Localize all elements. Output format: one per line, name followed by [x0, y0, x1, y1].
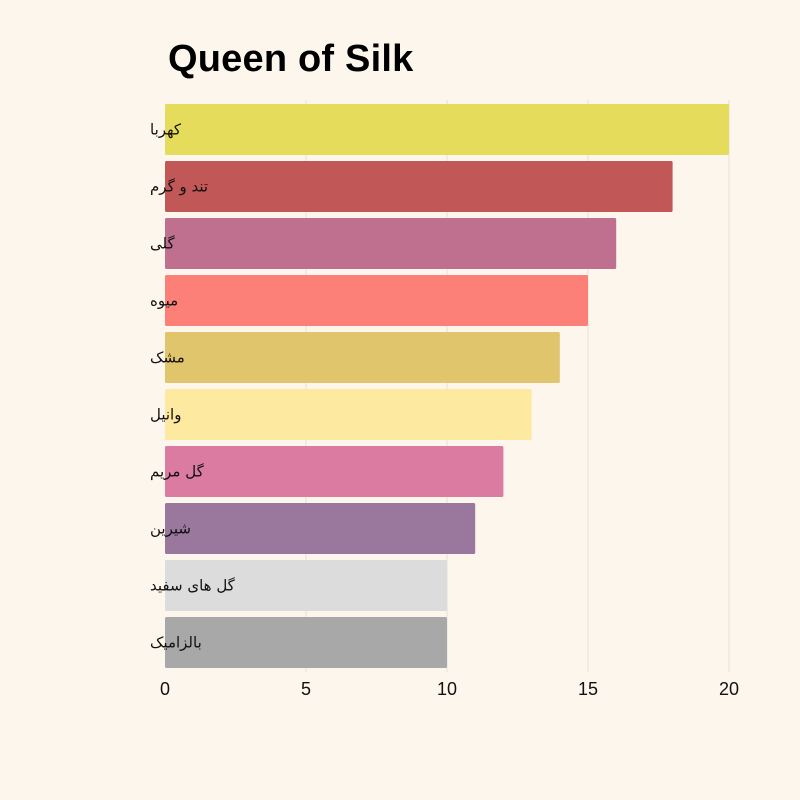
bar	[165, 218, 617, 269]
x-tick-label: 0	[160, 679, 170, 699]
bar	[165, 389, 532, 440]
bar	[165, 161, 673, 212]
bar	[165, 104, 729, 155]
category-label: گل های سفید	[150, 577, 236, 595]
category-label: شیرین	[150, 520, 191, 538]
bar	[165, 503, 476, 554]
category-label: وانیل	[150, 406, 181, 424]
category-label: کهربا	[150, 121, 182, 139]
x-tick-label: 10	[437, 679, 457, 699]
chart-title: Queen of Silk	[168, 38, 414, 80]
category-label: گلی	[150, 235, 175, 253]
x-tick-label: 5	[301, 679, 311, 699]
bar	[165, 617, 447, 668]
x-tick-label: 15	[578, 679, 598, 699]
bar	[165, 446, 504, 497]
bar	[165, 332, 560, 383]
category-label: مشک	[150, 349, 185, 367]
x-tick-label: 20	[719, 679, 739, 699]
category-label: تند و گرم	[150, 178, 208, 196]
category-label: گل مریم	[150, 463, 205, 481]
bar	[165, 560, 447, 611]
category-label: میوه	[150, 292, 178, 310]
category-label: بالزامیک	[150, 634, 202, 652]
bar	[165, 275, 588, 326]
